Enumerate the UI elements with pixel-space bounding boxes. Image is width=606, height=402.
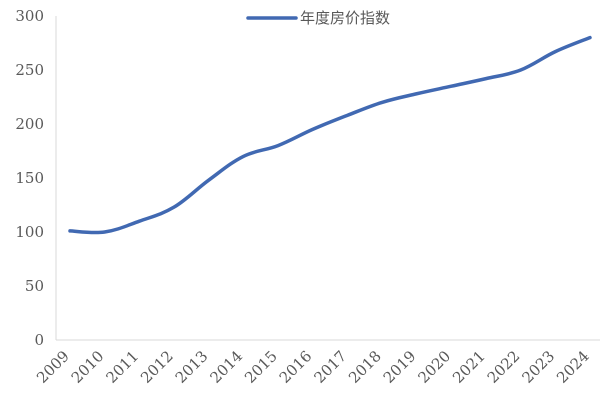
x-axis-ticks: 2009201020112012201320142015201620172018… <box>33 347 593 387</box>
legend-label: 年度房价指数 <box>300 9 390 27</box>
series-line <box>68 35 592 235</box>
y-tick-label: 50 <box>25 277 44 295</box>
data-point <box>172 205 176 209</box>
legend: 年度房价指数 <box>246 9 390 27</box>
y-tick-label: 250 <box>15 61 44 79</box>
data-point <box>311 127 315 131</box>
data-point <box>380 100 384 104</box>
x-tick-label: 2016 <box>276 347 316 387</box>
x-tick-label: 2022 <box>484 347 524 387</box>
x-tick-label: 2014 <box>206 347 246 387</box>
x-tick-label: 2011 <box>102 347 142 387</box>
data-point <box>415 92 419 96</box>
x-tick-label: 2021 <box>449 347 489 387</box>
data-point <box>449 84 453 88</box>
x-tick-label: 2017 <box>310 347 350 387</box>
y-axis-ticks: 0 50 100 150 200 250 300 <box>15 7 44 349</box>
data-point <box>207 178 211 182</box>
x-tick-label: 2023 <box>518 347 558 387</box>
x-tick-label: 2012 <box>137 347 177 387</box>
x-tick-label: 2020 <box>414 347 454 387</box>
data-point <box>588 36 592 40</box>
x-tick-label: 2010 <box>68 347 108 387</box>
data-point <box>241 154 245 158</box>
data-point <box>484 77 488 81</box>
data-point <box>68 229 72 233</box>
data-point <box>103 230 107 234</box>
data-point <box>137 219 141 223</box>
y-tick-label: 300 <box>15 7 44 25</box>
y-tick-label: 150 <box>15 169 44 187</box>
data-point <box>345 113 349 117</box>
series-layer <box>68 35 592 235</box>
axes <box>55 16 600 341</box>
data-point <box>553 50 557 54</box>
data-point <box>276 144 280 148</box>
x-tick-label: 2013 <box>172 347 212 387</box>
y-tick-label: 100 <box>15 223 44 241</box>
x-tick-label: 2024 <box>553 347 593 387</box>
x-tick-label: 2019 <box>380 347 420 387</box>
x-tick-label: 2018 <box>345 347 385 387</box>
x-tick-label: 2015 <box>241 347 281 387</box>
y-tick-label: 200 <box>15 115 44 133</box>
x-tick-label: 2009 <box>33 347 73 387</box>
data-point <box>519 68 523 72</box>
y-tick-label: 0 <box>34 331 44 349</box>
